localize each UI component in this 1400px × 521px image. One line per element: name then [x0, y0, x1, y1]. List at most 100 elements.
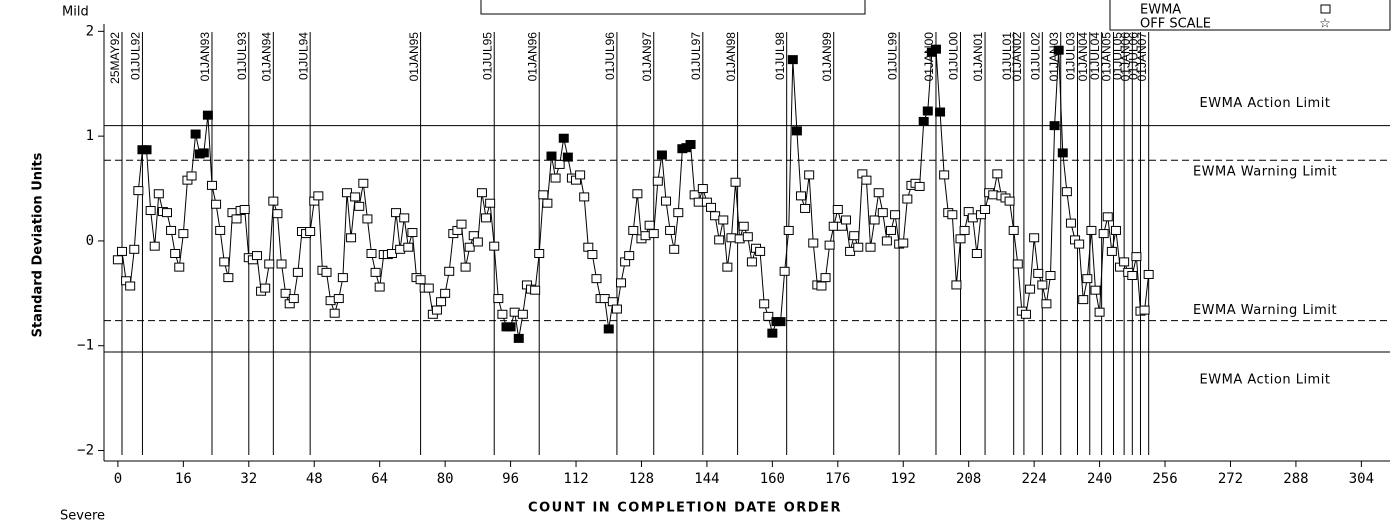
marker — [1049, 121, 1060, 131]
marker — [1131, 252, 1142, 262]
marker — [313, 191, 324, 201]
x-tick-label: 304 — [1349, 471, 1374, 487]
marker — [935, 107, 946, 117]
marker — [783, 225, 794, 235]
marker — [689, 190, 700, 200]
marker — [476, 188, 487, 198]
marker — [877, 208, 888, 218]
y-axis-title: Standard Deviation Units — [31, 152, 46, 337]
marker — [350, 192, 361, 202]
marker — [329, 308, 340, 318]
marker — [489, 241, 500, 251]
date-label: 01JUL96 — [603, 32, 617, 80]
marker — [133, 186, 144, 196]
marker — [947, 210, 958, 220]
marker — [1086, 225, 1097, 235]
marker — [260, 283, 271, 293]
marker — [734, 234, 745, 244]
marker — [616, 278, 627, 288]
marker — [1061, 187, 1072, 197]
marker — [816, 281, 827, 291]
marker — [354, 201, 365, 211]
x-tick-label: 112 — [563, 471, 588, 487]
marker — [149, 241, 160, 251]
marker — [116, 246, 127, 256]
marker — [697, 184, 708, 194]
marker — [685, 140, 696, 150]
date-label: 01JAN93 — [198, 32, 212, 82]
y-tick-label: 2 — [86, 23, 94, 39]
date-label: 01JAN94 — [260, 32, 274, 82]
marker — [1004, 196, 1015, 206]
x-tick-label: 128 — [629, 471, 654, 487]
marker — [251, 251, 262, 261]
marker — [767, 328, 778, 338]
marker — [174, 262, 185, 272]
marker — [603, 324, 614, 334]
marker — [166, 225, 177, 235]
legend-symbol — [1320, 4, 1331, 14]
marker — [211, 199, 222, 209]
marker — [129, 244, 140, 254]
x-tick-label: 48 — [306, 471, 323, 487]
marker — [161, 208, 172, 218]
marker — [873, 188, 884, 198]
marker — [558, 133, 569, 143]
marker — [881, 236, 892, 246]
marker — [366, 249, 377, 259]
marker — [190, 129, 201, 139]
marker — [145, 206, 156, 216]
marker — [738, 221, 749, 231]
marker — [509, 307, 520, 317]
marker — [661, 196, 672, 206]
marker — [988, 190, 999, 200]
marker — [648, 229, 659, 239]
marker — [930, 44, 941, 54]
marker — [456, 219, 467, 229]
date-label: 01JUL98 — [773, 32, 787, 80]
marker — [546, 151, 557, 161]
marker — [885, 225, 896, 235]
marker — [914, 181, 925, 191]
marker — [1020, 309, 1031, 319]
marker — [125, 281, 136, 291]
marker — [746, 257, 757, 267]
marker — [481, 213, 492, 223]
legend-label: OFF SCALE — [1140, 17, 1211, 32]
marker — [787, 55, 798, 65]
marker — [1029, 233, 1040, 243]
x-tick-label: 16 — [175, 471, 192, 487]
marker — [673, 208, 684, 218]
marker — [742, 232, 753, 242]
marker — [530, 285, 541, 295]
date-label: 01JUL01 — [1000, 32, 1014, 80]
marker — [718, 215, 729, 225]
marker — [1119, 257, 1130, 267]
bottom-label: Severe — [60, 509, 105, 521]
x-tick-label: 32 — [240, 471, 257, 487]
y-tick-label: −1 — [77, 338, 94, 354]
marker — [415, 275, 426, 285]
date-label: 01JAN99 — [820, 32, 834, 82]
marker — [215, 225, 226, 235]
limit-label: EWMA Warning Limit — [1193, 165, 1337, 180]
marker — [583, 242, 594, 252]
marker — [808, 238, 819, 248]
marker — [280, 288, 291, 298]
marker — [840, 215, 851, 225]
marker — [820, 273, 831, 283]
marker — [264, 259, 275, 269]
marker — [1057, 148, 1068, 158]
marker — [538, 190, 549, 200]
marker — [824, 240, 835, 250]
marker — [505, 322, 516, 332]
marker — [992, 169, 1003, 179]
marker — [640, 231, 651, 241]
x-tick-label: 176 — [825, 471, 850, 487]
x-tick-label: 192 — [891, 471, 916, 487]
marker — [395, 244, 406, 254]
date-label: 01JUL92 — [129, 32, 143, 80]
marker — [624, 251, 635, 261]
marker — [922, 106, 933, 116]
